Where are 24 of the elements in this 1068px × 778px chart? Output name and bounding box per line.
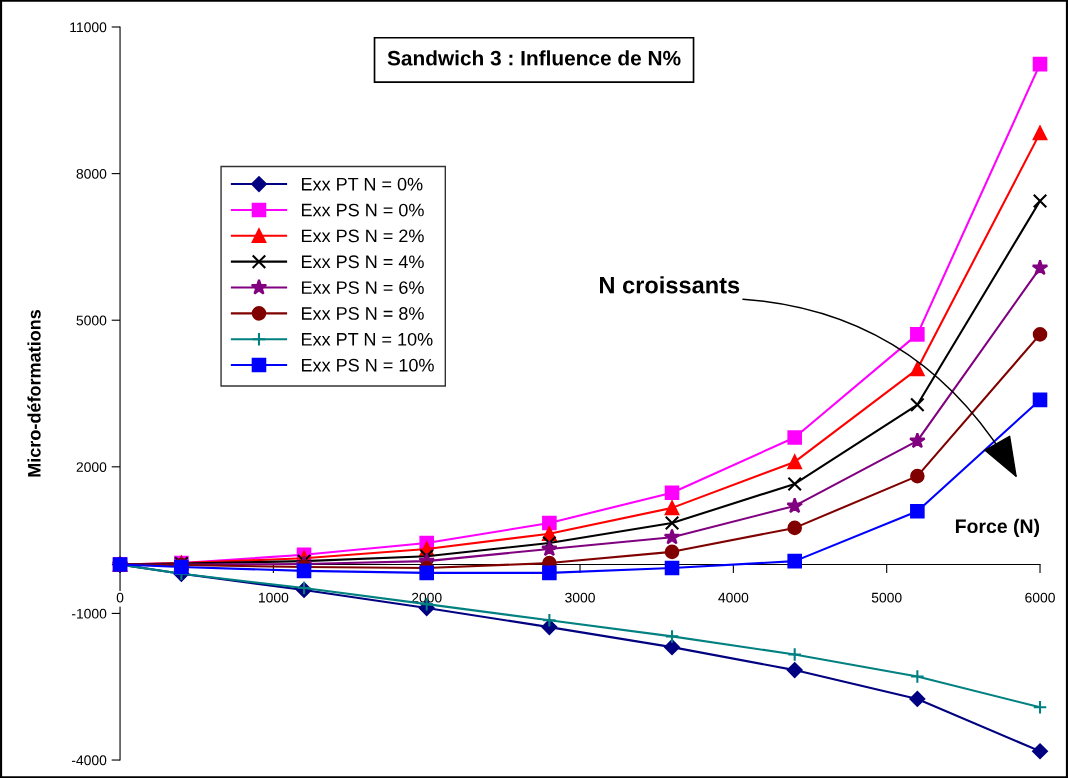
legend-label: Exx PS N = 8%	[301, 307, 424, 320]
legend-label: Exx PT N = 0%	[301, 177, 423, 191]
y-tick-label: -4000	[71, 755, 107, 766]
legend-label: Exx PS N = 0%	[301, 203, 424, 217]
text: Sandwich 3 : Influence de N%	[387, 50, 681, 66]
x-axis-title: Force (N)	[955, 518, 1040, 537]
y-tick-label: 2000	[76, 462, 107, 472]
legend-label: Exx PT N = 10%	[301, 332, 433, 346]
x-tick-label: 0	[116, 592, 124, 603]
legend-label: Exx PS N = 6%	[301, 281, 424, 294]
x-tick-label: 4000	[718, 592, 749, 603]
y-tick-label: -1000	[71, 608, 107, 619]
annotation: N croissants	[600, 276, 740, 294]
y-tick-label: 5000	[76, 315, 107, 326]
x-tick-label: 1000	[258, 592, 289, 603]
x-tick-label: 3000	[565, 592, 595, 603]
y-axis-title: Micro-déformations	[27, 309, 41, 477]
y-tick-label: 11000	[70, 22, 107, 33]
x-tick-label: 6000	[1025, 592, 1055, 603]
legend-label: Exx PS N = 2%	[301, 229, 424, 243]
x-tick-label: 5000	[871, 592, 902, 603]
legend-label: Exx PS N = 4%	[301, 255, 424, 269]
y-tick-label: 8000	[76, 168, 107, 179]
legend-label: Exx PS N = 10%	[301, 358, 434, 372]
